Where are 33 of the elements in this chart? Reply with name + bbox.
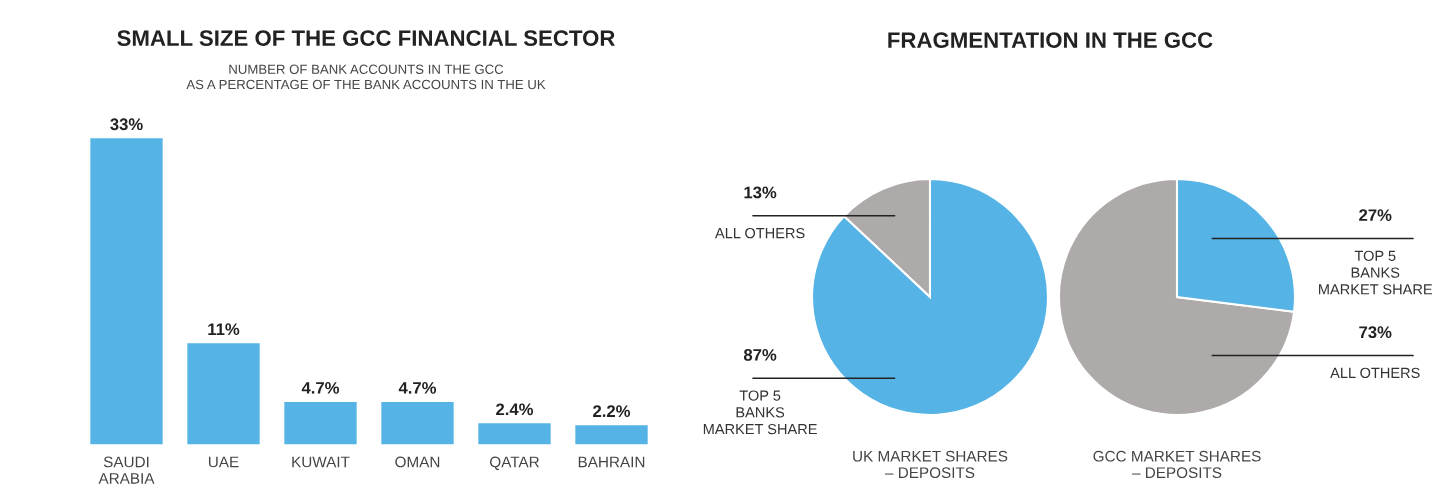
bar: [88, 136, 165, 445]
data-label: 2.2%: [593, 405, 631, 418]
data-label: 33%: [110, 118, 143, 131]
data-label: 2.4%: [496, 403, 534, 416]
slice-label: ALL OTHERS: [715, 227, 805, 239]
data-label: 11%: [208, 323, 240, 336]
slice-label: ALL OTHERS: [1330, 367, 1420, 379]
pie-slice: [810, 177, 1050, 417]
text: UK MARKET SHARES – DEPOSITS: [853, 450, 1008, 479]
bar: [573, 423, 650, 445]
data-label: 4.7%: [301, 382, 340, 394]
bar: [282, 400, 359, 445]
chart-title: FRAGMENTATION IN THE GCC: [888, 32, 1213, 48]
chart-subtitle: NUMBER OF BANK ACCOUNTS IN THE GCC AS A PERCENTAGE OF THE BANK ACCOUNTS IN THE UK: [186, 64, 546, 90]
data-label: 87%: [743, 348, 777, 361]
text: GCC MARKET SHARES – DEPOSITS: [1093, 450, 1261, 479]
bar: [476, 421, 553, 445]
x-tick-label: QATAR: [490, 456, 539, 471]
data-label: 27%: [1359, 209, 1392, 221]
x-tick-label: KUWAIT: [292, 456, 350, 468]
data-label: 13%: [744, 186, 777, 199]
x-tick-label: OMAN: [395, 456, 440, 468]
x-tick-label: SAUDI ARABIA: [98, 456, 155, 484]
bar: [185, 341, 262, 445]
data-label: 4.7%: [398, 382, 437, 394]
bar: [379, 400, 456, 445]
slice-label: TOP 5 BANKS MARKET SHARE: [1319, 250, 1433, 295]
pie-slice: [1057, 177, 1296, 417]
x-tick-label: BAHRAIN: [578, 456, 645, 468]
chart-title: SMALL SIZE OF THE GCC FINANCIAL SECTOR: [117, 30, 615, 46]
data-label: 73%: [1359, 326, 1392, 339]
x-tick-label: UAE: [208, 456, 239, 468]
slice-label: TOP 5 BANKS MARKET SHARE: [703, 390, 817, 435]
